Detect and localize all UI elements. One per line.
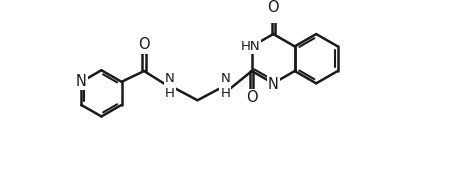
Text: N
H: N H <box>165 72 174 100</box>
Text: HN: HN <box>240 40 260 53</box>
Text: N
H: N H <box>220 72 230 100</box>
Text: O: O <box>138 37 150 52</box>
Text: O: O <box>246 90 257 106</box>
Text: N: N <box>268 77 278 92</box>
Text: O: O <box>267 0 279 15</box>
Text: N: N <box>76 74 87 89</box>
